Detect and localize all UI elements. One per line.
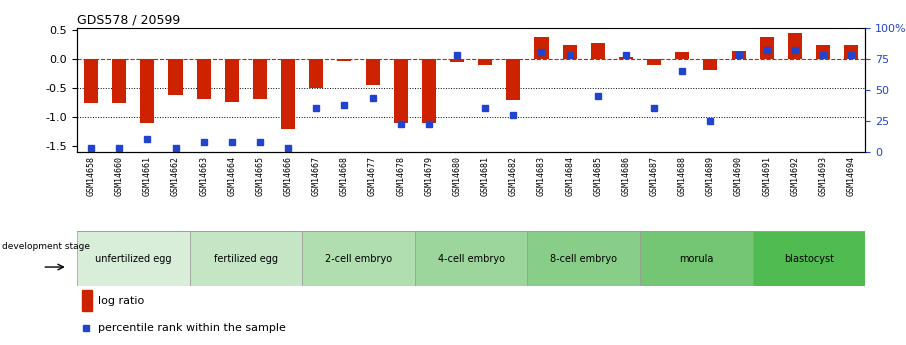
Text: morula: morula — [680, 254, 714, 264]
Bar — [281, 59, 295, 129]
Text: development stage: development stage — [2, 242, 90, 251]
Text: GSM14685: GSM14685 — [593, 156, 602, 196]
Bar — [527, 231, 640, 286]
Text: 4-cell embryo: 4-cell embryo — [438, 254, 505, 264]
Text: unfertilized egg: unfertilized egg — [95, 254, 171, 264]
Text: GSM14666: GSM14666 — [284, 156, 293, 196]
Text: GSM14681: GSM14681 — [481, 156, 490, 196]
Bar — [640, 231, 753, 286]
Bar — [77, 231, 189, 286]
Bar — [415, 231, 527, 286]
Text: GSM14694: GSM14694 — [846, 156, 855, 196]
Text: GSM14660: GSM14660 — [115, 156, 124, 196]
Bar — [422, 59, 436, 123]
Bar — [703, 59, 718, 70]
Text: GSM14682: GSM14682 — [509, 156, 518, 196]
Bar — [169, 59, 183, 95]
Text: GSM14693: GSM14693 — [818, 156, 827, 196]
Text: 8-cell embryo: 8-cell embryo — [550, 254, 617, 264]
Bar — [478, 59, 492, 65]
Bar — [112, 59, 126, 103]
Bar — [591, 43, 605, 59]
Text: GSM14692: GSM14692 — [790, 156, 799, 196]
Bar — [365, 59, 380, 85]
Bar — [189, 231, 303, 286]
Bar — [675, 52, 689, 59]
Text: GSM14679: GSM14679 — [424, 156, 433, 196]
Text: GSM14663: GSM14663 — [199, 156, 208, 196]
Text: GSM14680: GSM14680 — [452, 156, 461, 196]
Bar — [731, 51, 746, 59]
Text: GSM14661: GSM14661 — [143, 156, 152, 196]
Bar — [563, 45, 577, 59]
Bar — [535, 37, 548, 59]
Bar — [303, 231, 415, 286]
Bar — [450, 59, 464, 62]
Bar — [816, 45, 830, 59]
Text: 2-cell embryo: 2-cell embryo — [325, 254, 392, 264]
Bar — [197, 59, 211, 99]
Text: GSM14691: GSM14691 — [762, 156, 771, 196]
Text: GSM14688: GSM14688 — [678, 156, 687, 196]
Text: blastocyst: blastocyst — [784, 254, 834, 264]
Bar — [84, 59, 98, 103]
Bar — [506, 59, 520, 100]
Text: GSM14667: GSM14667 — [312, 156, 321, 196]
Text: GSM14683: GSM14683 — [537, 156, 546, 196]
Text: GSM14658: GSM14658 — [87, 156, 96, 196]
Bar — [309, 59, 323, 88]
Bar — [844, 45, 858, 59]
Text: log ratio: log ratio — [98, 296, 144, 306]
Text: GSM14687: GSM14687 — [650, 156, 659, 196]
Text: GSM14686: GSM14686 — [622, 156, 631, 196]
Bar — [82, 290, 92, 311]
Bar — [337, 59, 352, 60]
Text: GSM14684: GSM14684 — [565, 156, 574, 196]
Bar — [140, 59, 154, 123]
Bar — [647, 59, 661, 65]
Text: GSM14690: GSM14690 — [734, 156, 743, 196]
Bar — [394, 59, 408, 123]
Text: GSM14664: GSM14664 — [227, 156, 236, 196]
Text: GSM14665: GSM14665 — [255, 156, 265, 196]
Text: GSM14689: GSM14689 — [706, 156, 715, 196]
Text: GSM14677: GSM14677 — [368, 156, 377, 196]
Text: percentile rank within the sample: percentile rank within the sample — [98, 323, 285, 333]
Text: fertilized egg: fertilized egg — [214, 254, 278, 264]
Text: GDS578 / 20599: GDS578 / 20599 — [77, 13, 180, 27]
Bar — [759, 37, 774, 59]
Bar — [788, 33, 802, 59]
Bar — [753, 231, 865, 286]
Text: GSM14662: GSM14662 — [171, 156, 180, 196]
Bar — [253, 59, 267, 99]
Bar — [225, 59, 239, 101]
Text: GSM14668: GSM14668 — [340, 156, 349, 196]
Bar — [619, 57, 633, 59]
Text: GSM14678: GSM14678 — [396, 156, 405, 196]
